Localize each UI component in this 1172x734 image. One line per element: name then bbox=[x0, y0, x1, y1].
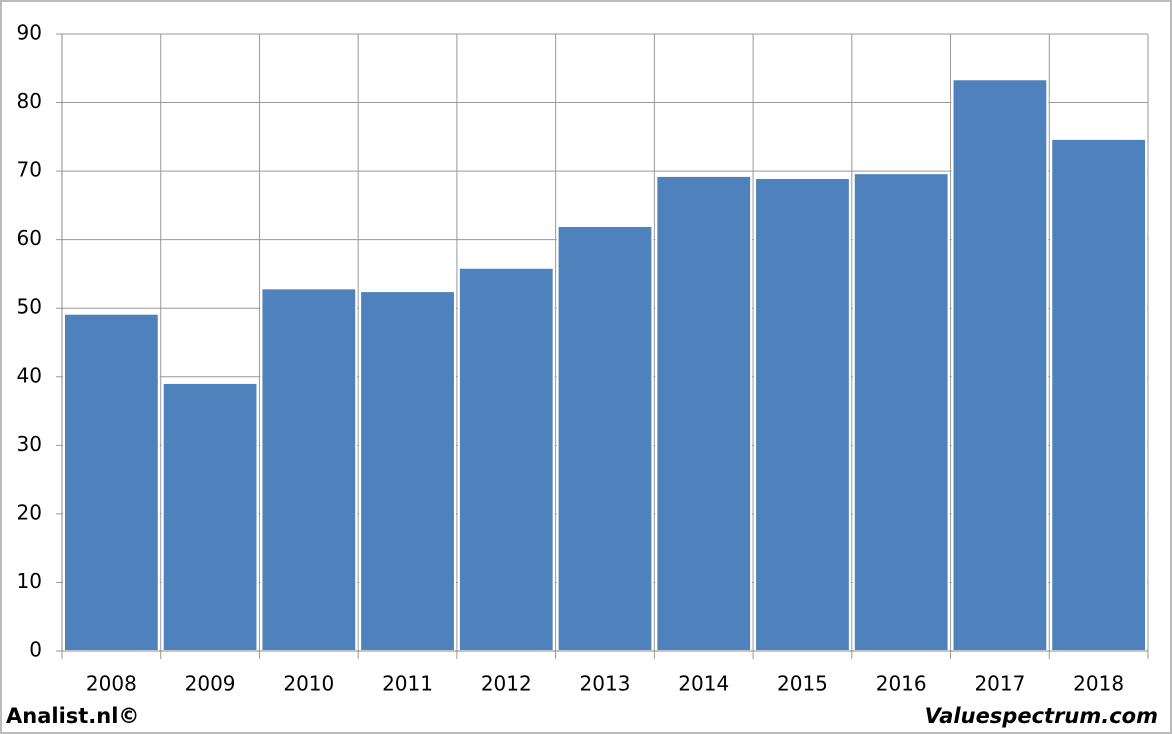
y-tick-label: 10 bbox=[17, 569, 42, 593]
y-tick-label: 0 bbox=[29, 638, 42, 662]
bar bbox=[359, 290, 456, 652]
bar bbox=[655, 174, 753, 652]
y-tick-label: 20 bbox=[17, 500, 42, 524]
x-tick-label: 2010 bbox=[283, 672, 334, 696]
y-tick-label: 80 bbox=[17, 89, 42, 113]
x-tick-label: 2012 bbox=[481, 672, 532, 696]
y-tick-label: 40 bbox=[17, 363, 42, 387]
bar bbox=[852, 172, 950, 652]
footer-right: Valuespectrum.com bbox=[925, 704, 1158, 728]
x-tick-label: 2017 bbox=[974, 672, 1025, 696]
x-tick-label: 2013 bbox=[580, 672, 631, 696]
x-tick-label: 2009 bbox=[185, 672, 236, 696]
footer-left: Analist.nl© bbox=[6, 704, 139, 728]
bar bbox=[1050, 137, 1148, 652]
x-tick-label: 2008 bbox=[86, 672, 137, 696]
bar bbox=[457, 266, 555, 652]
bar bbox=[260, 287, 358, 652]
y-tick-label: 50 bbox=[17, 295, 42, 319]
bar bbox=[62, 312, 160, 652]
bar bbox=[754, 176, 851, 652]
y-tick-label: 60 bbox=[17, 226, 42, 250]
y-tick-label: 70 bbox=[17, 158, 42, 182]
x-tick-label: 2015 bbox=[777, 672, 828, 696]
bar bbox=[161, 381, 259, 652]
y-tick-label: 30 bbox=[17, 432, 42, 456]
x-tick-label: 2014 bbox=[678, 672, 729, 696]
x-tick-label: 2011 bbox=[382, 672, 433, 696]
y-tick-label: 90 bbox=[17, 21, 42, 45]
bar bbox=[556, 224, 654, 652]
bar bbox=[951, 78, 1049, 653]
x-tick-label: 2016 bbox=[876, 672, 927, 696]
x-tick-label: 2018 bbox=[1073, 672, 1124, 696]
